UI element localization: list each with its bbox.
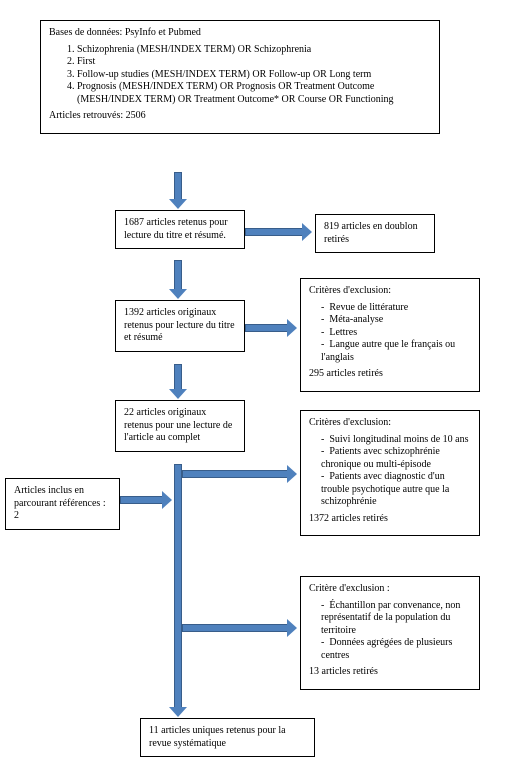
side4-list: Échantillon par convenance, non représen…: [309, 600, 471, 663]
exclusion-item: Revue de littérature: [321, 302, 471, 315]
step1-label: 1687 articles retenus pour lecture du ti…: [124, 217, 228, 241]
exclusion-item: Suivi longitudinal moins de 10 ans: [321, 434, 471, 447]
side3-footer: 1372 articles retirés: [309, 513, 471, 526]
side4-footer: 13 articles retirés: [309, 666, 471, 679]
side2-title: Critères d'exclusion:: [309, 285, 471, 298]
arrow-step2-to-step3: [174, 364, 182, 390]
search-terms-list: Schizophrenia (MESH/INDEX TERM) OR Schiz…: [49, 44, 431, 107]
search-term: Prognosis (MESH/INDEX TERM) OR Prognosis…: [77, 81, 431, 106]
side3-list: Suivi longitudinal moins de 10 ans Patie…: [309, 434, 471, 509]
arrow-spine-to-final: [174, 464, 182, 708]
step1-box: 1687 articles retenus pour lecture du ti…: [115, 210, 245, 249]
step3-label: 22 articles originaux retenus pour une l…: [124, 407, 232, 443]
side3-box: Critères d'exclusion: Suivi longitudinal…: [300, 410, 480, 536]
retrieved-line: Articles retrouvés: 2506: [49, 110, 431, 123]
exclusion-item: Données agrégées de plusieurs centres: [321, 637, 471, 662]
side2-list: Revue de littérature Méta-analyse Lettre…: [309, 302, 471, 365]
exclusion-item: Patients avec schizophrénie chronique ou…: [321, 446, 471, 471]
arrow-step1-to-side1: [245, 228, 303, 236]
included-refs-label: Articles inclus en parcourant références…: [14, 485, 106, 521]
arrow-step3-to-side3: [182, 470, 288, 478]
side2-box: Critères d'exclusion: Revue de littératu…: [300, 278, 480, 392]
exclusion-item: Langue autre que le français ou l'anglai…: [321, 339, 471, 364]
side4-title: Critère d'exclusion :: [309, 583, 471, 596]
step2-label: 1392 articles originaux retenus pour lec…: [124, 307, 235, 343]
exclusion-item: Méta-analyse: [321, 314, 471, 327]
side4-box: Critère d'exclusion : Échantillon par co…: [300, 576, 480, 690]
step2-box: 1392 articles originaux retenus pour lec…: [115, 300, 245, 352]
search-term: Schizophrenia (MESH/INDEX TERM) OR Schiz…: [77, 44, 431, 57]
search-term: First: [77, 56, 431, 69]
step3-box: 22 articles originaux retenus pour une l…: [115, 400, 245, 452]
exclusion-item: Échantillon par convenance, non représen…: [321, 600, 471, 638]
side2-footer: 295 articles retirés: [309, 368, 471, 381]
arrow-spine-to-side4: [182, 624, 288, 632]
final-label: 11 articles uniques retenus pour la revu…: [149, 725, 286, 749]
exclusion-item: Patients avec diagnostic d'un trouble ps…: [321, 471, 471, 509]
databases-line: Bases de données: PsyInfo et Pubmed: [49, 27, 431, 40]
side3-title: Critères d'exclusion:: [309, 417, 471, 430]
search-term: Follow-up studies (MESH/INDEX TERM) OR F…: [77, 69, 431, 82]
side1-label: 819 articles en doublon retirés: [324, 221, 418, 245]
arrow-top-to-step1: [174, 172, 182, 200]
arrow-incl-to-spine: [120, 496, 163, 504]
arrow-step2-to-side2: [245, 324, 288, 332]
search-strategy-box: Bases de données: PsyInfo et Pubmed Schi…: [40, 20, 440, 134]
side1-box: 819 articles en doublon retirés: [315, 214, 435, 253]
exclusion-item: Lettres: [321, 327, 471, 340]
arrow-step1-to-step2: [174, 260, 182, 290]
final-box: 11 articles uniques retenus pour la revu…: [140, 718, 315, 757]
included-refs-box: Articles inclus en parcourant références…: [5, 478, 120, 530]
